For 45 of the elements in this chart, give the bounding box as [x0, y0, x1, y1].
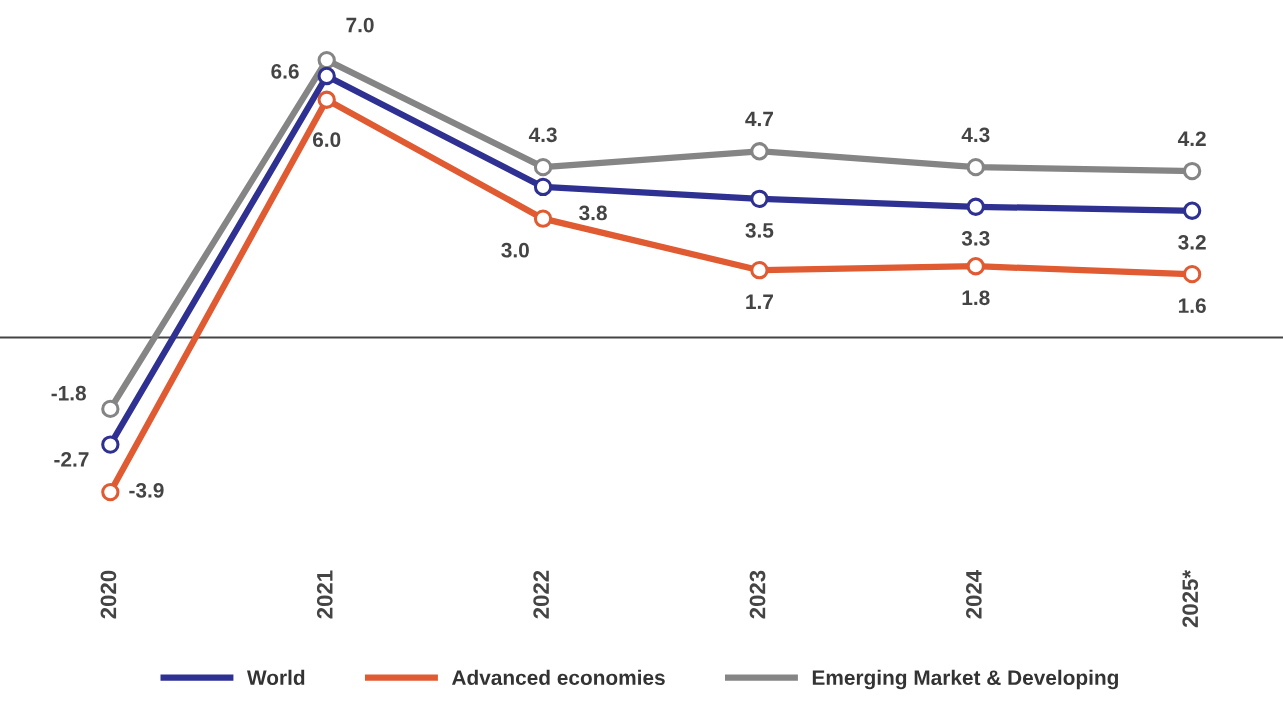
- point: [533, 209, 553, 228]
- data-label: 4.3: [528, 127, 557, 143]
- x-tick-label: 2024: [966, 570, 982, 619]
- legend-label: World: [246, 669, 305, 686]
- data-label: 4.2: [1177, 131, 1206, 146]
- x-tick-label: 2025*: [1182, 569, 1199, 628]
- data-label: 1.8: [962, 290, 990, 306]
- point: [101, 435, 120, 454]
- point: [317, 90, 336, 109]
- legend-label: Emerging Market & Developing: [812, 669, 1118, 690]
- data-label: 7.0: [346, 17, 374, 33]
- point: [966, 197, 985, 216]
- x-tick-label: 2022: [533, 570, 550, 619]
- data-label: 6.0: [312, 132, 341, 148]
- x-tick-label: 2020: [100, 570, 117, 619]
- data-label: 3.5: [745, 223, 774, 238]
- data-label: -3.9: [129, 482, 164, 498]
- point: [317, 66, 336, 86]
- data-label: 6.6: [271, 64, 299, 79]
- point: [966, 257, 985, 276]
- x-tick-label: 2023: [749, 570, 766, 619]
- data-label: 1.7: [746, 294, 773, 309]
- point: [101, 399, 120, 419]
- point: [317, 50, 336, 70]
- data-label: 3.8: [579, 205, 607, 221]
- legend-label: Advanced economies: [451, 669, 665, 686]
- data-label: 3.3: [961, 230, 990, 246]
- data-label: -2.7: [54, 452, 89, 467]
- point: [750, 189, 769, 208]
- point: [966, 157, 985, 177]
- data-label: 4.3: [961, 127, 990, 143]
- data-label: 3.2: [1178, 234, 1206, 250]
- point: [750, 142, 769, 161]
- data-label: 3.0: [501, 242, 529, 258]
- point: [533, 157, 553, 177]
- point: [101, 482, 120, 502]
- x-tick-label: 2021: [316, 570, 333, 619]
- point: [533, 177, 553, 197]
- data-label: 1.6: [1178, 298, 1206, 314]
- data-label: 4.7: [745, 111, 773, 127]
- point: [1182, 201, 1202, 220]
- point: [1182, 161, 1202, 181]
- point: [750, 261, 769, 280]
- point: [1182, 264, 1202, 284]
- data-label: -1.8: [51, 385, 86, 401]
